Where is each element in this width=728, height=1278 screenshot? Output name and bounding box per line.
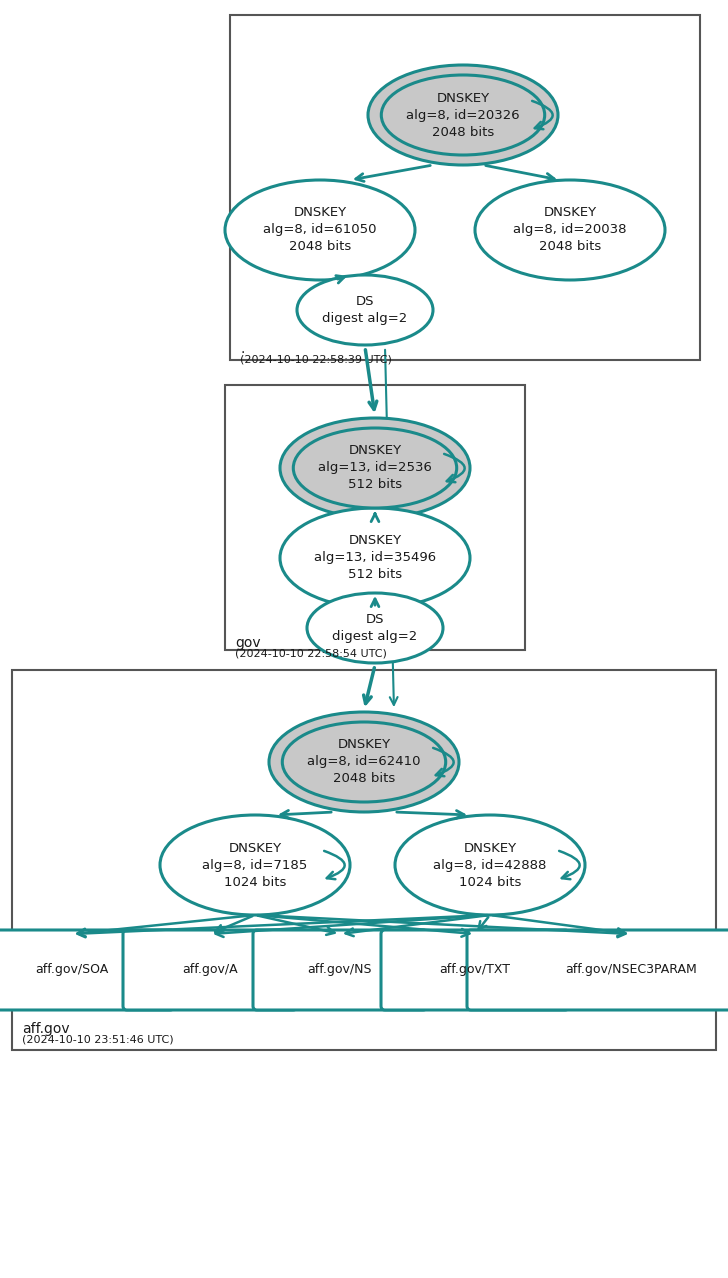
Ellipse shape	[368, 65, 558, 165]
Text: DNSKEY
alg=13, id=35496
512 bits: DNSKEY alg=13, id=35496 512 bits	[314, 534, 436, 581]
Text: aff.gov: aff.gov	[22, 1022, 70, 1036]
Ellipse shape	[297, 275, 433, 345]
Ellipse shape	[381, 75, 545, 155]
Text: DNSKEY
alg=8, id=61050
2048 bits: DNSKEY alg=8, id=61050 2048 bits	[264, 207, 377, 253]
Text: DNSKEY
alg=8, id=20326
2048 bits: DNSKEY alg=8, id=20326 2048 bits	[406, 92, 520, 138]
Text: (2024-10-10 22:58:39 UTC): (2024-10-10 22:58:39 UTC)	[240, 355, 392, 366]
FancyBboxPatch shape	[381, 930, 569, 1010]
Text: DNSKEY
alg=8, id=42888
1024 bits: DNSKEY alg=8, id=42888 1024 bits	[433, 841, 547, 888]
Ellipse shape	[293, 428, 456, 507]
FancyBboxPatch shape	[123, 930, 297, 1010]
Text: aff.gov/NSEC3PARAM: aff.gov/NSEC3PARAM	[565, 964, 697, 976]
Ellipse shape	[160, 815, 350, 915]
Text: (2024-10-10 22:58:54 UTC): (2024-10-10 22:58:54 UTC)	[235, 648, 387, 658]
Text: DNSKEY
alg=8, id=7185
1024 bits: DNSKEY alg=8, id=7185 1024 bits	[202, 841, 308, 888]
Text: aff.gov/TXT: aff.gov/TXT	[440, 964, 510, 976]
Text: DNSKEY
alg=8, id=62410
2048 bits: DNSKEY alg=8, id=62410 2048 bits	[307, 739, 421, 786]
FancyBboxPatch shape	[225, 385, 525, 651]
Ellipse shape	[280, 507, 470, 608]
Ellipse shape	[225, 180, 415, 280]
FancyBboxPatch shape	[230, 15, 700, 360]
Ellipse shape	[475, 180, 665, 280]
Ellipse shape	[282, 722, 446, 803]
Text: aff.gov/SOA: aff.gov/SOA	[36, 964, 108, 976]
Text: (2024-10-10 23:51:46 UTC): (2024-10-10 23:51:46 UTC)	[22, 1035, 173, 1045]
FancyBboxPatch shape	[467, 930, 728, 1010]
Ellipse shape	[307, 593, 443, 663]
Ellipse shape	[280, 418, 470, 518]
Text: aff.gov/A: aff.gov/A	[182, 964, 238, 976]
Ellipse shape	[395, 815, 585, 915]
Text: aff.gov/NS: aff.gov/NS	[308, 964, 372, 976]
Text: DS
digest alg=2: DS digest alg=2	[333, 613, 418, 643]
Ellipse shape	[269, 712, 459, 812]
Text: DNSKEY
alg=13, id=2536
512 bits: DNSKEY alg=13, id=2536 512 bits	[318, 445, 432, 492]
FancyBboxPatch shape	[0, 930, 174, 1010]
Text: DS
digest alg=2: DS digest alg=2	[323, 295, 408, 325]
FancyBboxPatch shape	[12, 670, 716, 1051]
Text: DNSKEY
alg=8, id=20038
2048 bits: DNSKEY alg=8, id=20038 2048 bits	[513, 207, 627, 253]
Text: .: .	[240, 343, 245, 357]
FancyBboxPatch shape	[253, 930, 427, 1010]
Text: gov: gov	[235, 636, 261, 651]
